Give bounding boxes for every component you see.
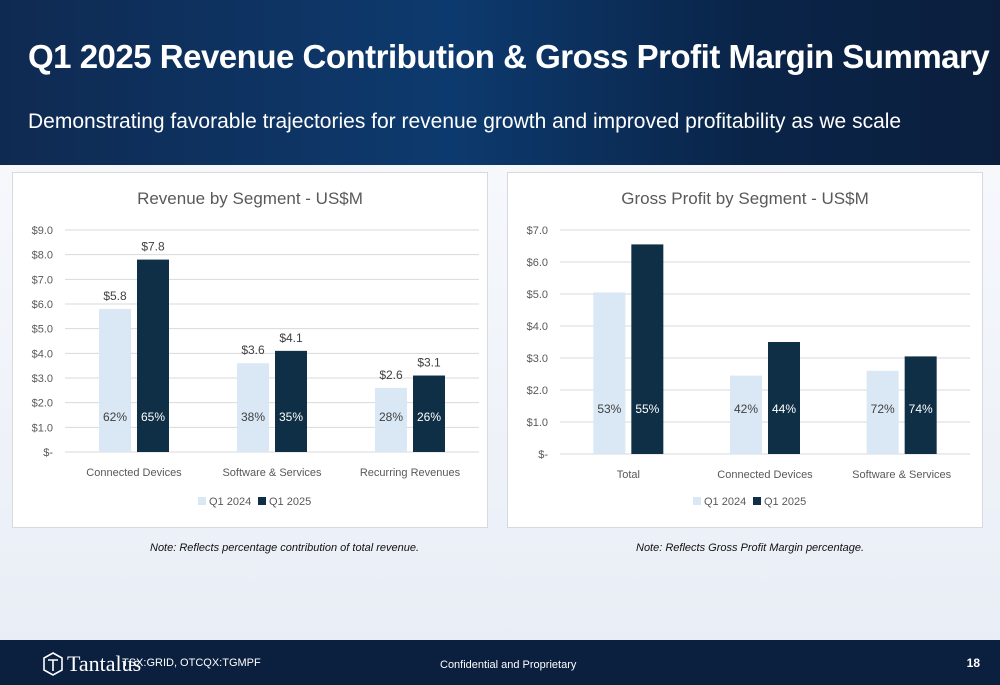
legend-label: Q1 2024 [209, 496, 251, 508]
logo-text: Tantalus [67, 651, 142, 676]
tantalus-mark-icon [43, 652, 63, 676]
bar-percent-label: 38% [241, 410, 265, 424]
bar-q1-2024 [730, 375, 762, 454]
bar-value-label: $2.6 [379, 368, 403, 382]
gross-profit-chart-panel: Gross Profit by Segment - US$M $- $1.0 $2.0… [507, 172, 983, 528]
bar-percent-label: 35% [279, 410, 303, 424]
bar-q1-2024 [866, 370, 899, 454]
y-tick-label: $4.0 [32, 348, 53, 360]
y-tick-label: $3.0 [32, 373, 53, 385]
y-tick-label: $- [43, 447, 53, 459]
bar-value-label: $4.1 [279, 331, 303, 345]
y-tick-label: $9.0 [32, 225, 53, 237]
y-tick-label: $7.0 [527, 225, 548, 237]
revenue-chart-panel: Revenue by Segment - US$M $- $1.0 $2.0 $3.0 $… [12, 172, 488, 528]
x-tick-label: Software & Services [222, 467, 322, 479]
bar-q1-2025 [631, 244, 664, 454]
y-tick-label: $- [538, 449, 548, 461]
y-tick-label: $7.0 [32, 274, 53, 286]
bar-q1-2025 [137, 259, 169, 452]
gross-profit-note: Note: Reflects Gross Profit Margin perce… [636, 542, 865, 554]
legend-label: Q1 2024 [704, 496, 746, 508]
y-tick-label: $8.0 [32, 250, 53, 262]
bar-q1-2024 [237, 363, 269, 452]
bar-q1-2024 [99, 308, 131, 452]
y-tick-label: $5.0 [527, 289, 548, 301]
bar-q1-2024 [375, 387, 407, 452]
bar-q1-2025 [904, 356, 937, 454]
header-banner: Q1 2025 Revenue Contribution & Gross Pro… [0, 0, 1000, 165]
x-tick-label: Connected Devices [717, 469, 813, 481]
legend-swatch [693, 497, 701, 505]
y-tick-label: $6.0 [32, 299, 53, 311]
gross-profit-chart: Gross Profit by Segment - US$M $- $1.0 $2.0… [527, 189, 970, 508]
ticker-symbols: TSX:GRID, OTCQX:TGMPF [122, 657, 261, 669]
bar-percent-label: 44% [772, 402, 796, 416]
page-number: 18 [966, 656, 980, 670]
bar-q1-2025 [413, 375, 445, 452]
bar-percent-label: 28% [379, 410, 403, 424]
chart-title: Gross Profit by Segment - US$M [621, 189, 869, 208]
legend-swatch [258, 497, 266, 505]
revenue-chart: Revenue by Segment - US$M $- $1.0 $2.0 $3.0 $… [32, 189, 479, 508]
legend-swatch [753, 497, 761, 505]
y-tick-label: $4.0 [527, 321, 548, 333]
y-tick-label: $5.0 [32, 324, 53, 336]
bar-percent-label: 26% [417, 410, 441, 424]
chart-title: Revenue by Segment - US$M [137, 189, 363, 208]
bar-percent-label: 74% [909, 402, 933, 416]
bar-percent-label: 53% [597, 402, 621, 416]
y-tick-label: $2.0 [527, 385, 548, 397]
bar-value-label: $7.8 [141, 240, 165, 254]
y-tick-label: $2.0 [32, 398, 53, 410]
y-tick-label: $1.0 [32, 422, 53, 434]
x-tick-label: Total [617, 469, 640, 481]
legend-swatch [198, 497, 206, 505]
bar-value-label: $3.1 [417, 356, 441, 370]
y-tick-label: $6.0 [527, 257, 548, 269]
bar-value-label: $5.8 [103, 289, 127, 303]
page-title: Q1 2025 Revenue Contribution & Gross Pro… [28, 38, 990, 75]
bar-value-label: $3.6 [241, 343, 265, 357]
y-tick-label: $1.0 [527, 417, 548, 429]
confidential-label: Confidential and Proprietary [440, 659, 577, 671]
bar-percent-label: 42% [734, 402, 758, 416]
legend-label: Q1 2025 [269, 496, 311, 508]
bar-q1-2025 [275, 350, 307, 452]
x-tick-label: Connected Devices [86, 467, 182, 479]
legend-label: Q1 2025 [764, 496, 806, 508]
footer: Tantalus TSX:GRID, OTCQX:TGMPF Confident… [0, 640, 1000, 685]
tantalus-logo: Tantalus [42, 651, 141, 677]
bar-q1-2025 [768, 342, 800, 454]
bar-percent-label: 62% [103, 410, 127, 424]
y-tick-label: $3.0 [527, 353, 548, 365]
bar-percent-label: 55% [635, 402, 659, 416]
x-tick-label: Software & Services [852, 469, 952, 481]
bar-percent-label: 72% [871, 402, 895, 416]
bar-percent-label: 65% [141, 410, 165, 424]
page-subtitle: Demonstrating favorable trajectories for… [28, 110, 902, 133]
x-tick-label: Recurring Revenues [360, 467, 461, 479]
bar-q1-2024 [593, 292, 626, 454]
revenue-note: Note: Reflects percentage contribution o… [150, 542, 420, 554]
